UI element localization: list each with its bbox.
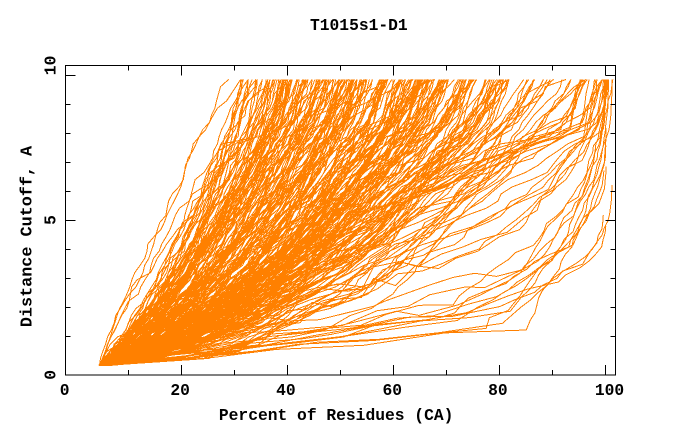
svg-text:0: 0 [42,370,61,380]
svg-text:60: 60 [383,381,403,400]
svg-text:Distance Cutoff, A: Distance Cutoff, A [19,145,38,327]
svg-text:100: 100 [595,381,624,400]
svg-text:Percent of Residues (CA): Percent of Residues (CA) [219,406,454,425]
svg-text:80: 80 [488,381,508,400]
svg-text:20: 20 [170,381,190,400]
svg-text:5: 5 [42,215,61,225]
svg-text:T1015s1-D1: T1015s1-D1 [310,16,408,35]
svg-text:40: 40 [276,381,296,400]
svg-text:0: 0 [60,381,70,400]
svg-text:10: 10 [42,56,61,76]
